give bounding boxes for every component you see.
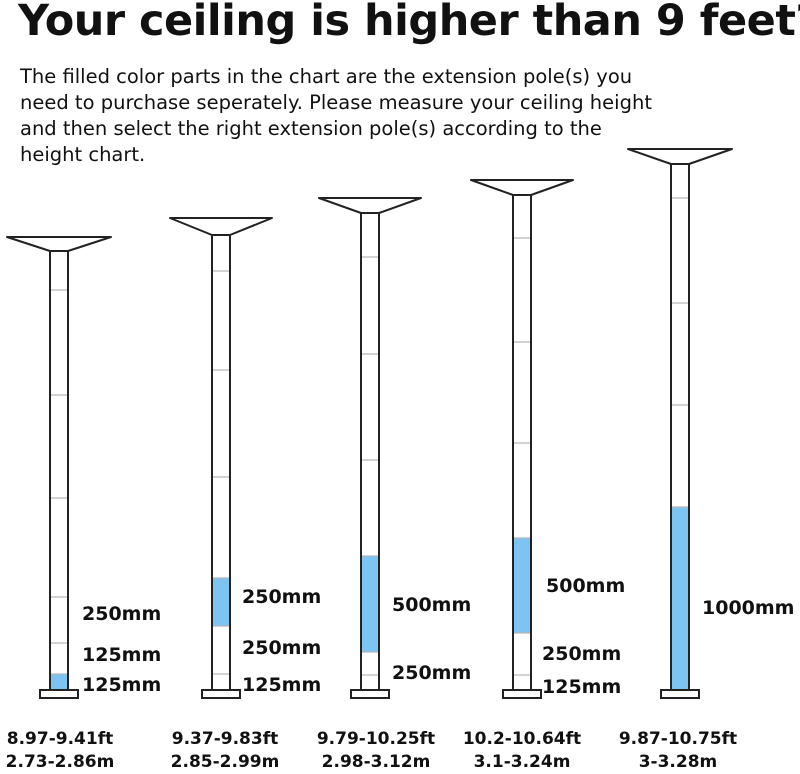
pole-1-ceiling-cap xyxy=(6,236,112,252)
pole-3-label-2: 250mm xyxy=(392,662,472,684)
pole-1-tube xyxy=(49,250,69,691)
pole-3-label-1: 500mm xyxy=(392,594,472,616)
pole-2-range-m: 2.85-2.99m xyxy=(170,752,280,772)
pole-4-range: 10.2-10.64ft 3.1-3.24m xyxy=(452,728,592,774)
pole-5-ceiling-cap xyxy=(627,148,733,165)
pole-5-extension-fill-1 xyxy=(672,507,688,694)
pole-3-ceiling-cap xyxy=(318,197,422,214)
pole-4-label-2: 250mm xyxy=(542,643,622,665)
pole-3-range-m: 2.98-3.12m xyxy=(321,752,431,772)
pole-2-ceiling-cap xyxy=(169,217,273,236)
pole-4-ceiling-cap xyxy=(470,179,574,196)
pole-2-extension-fill-1 xyxy=(213,578,229,626)
pole-4-label-1: 500mm xyxy=(546,575,626,597)
pole-5-range-ft: 9.87-10.75ft xyxy=(618,729,738,749)
pole-2-base xyxy=(201,689,241,699)
pole-1-label-3: 125mm xyxy=(82,674,162,696)
pole-3-base xyxy=(350,689,390,699)
pole-4-label-3: 125mm xyxy=(542,676,622,698)
pole-2-range: 9.37-9.83ft 2.85-2.99m xyxy=(160,728,290,774)
pole-1-label-2: 125mm xyxy=(82,644,162,666)
pole-4-extension-fill-1 xyxy=(514,538,530,633)
pole-1-range: 8.97-9.41ft 2.73-2.86m xyxy=(2,728,118,774)
description-text: The filled color parts in the chart are … xyxy=(20,65,652,166)
pole-3-range-ft: 9.79-10.25ft xyxy=(316,729,436,749)
pole-2-label-2: 250mm xyxy=(242,637,322,659)
pole-3-range: 9.79-10.25ft 2.98-3.12m xyxy=(306,728,446,774)
pole-2-range-ft: 9.37-9.83ft xyxy=(171,729,279,749)
pole-5-base xyxy=(660,689,700,699)
pole-4-base xyxy=(502,689,542,699)
pole-1-range-ft: 8.97-9.41ft xyxy=(6,729,114,749)
page-title: Your ceiling is higher than 9 feet? xyxy=(18,0,800,46)
pole-5-label-1: 1000mm xyxy=(702,597,795,619)
pole-5-range: 9.87-10.75ft 3-3.28m xyxy=(608,728,748,774)
pole-3-extension-fill-1 xyxy=(362,556,378,652)
pole-2-label-1: 250mm xyxy=(242,586,322,608)
pole-5-range-m: 3-3.28m xyxy=(638,752,718,772)
pole-2-label-3: 125mm xyxy=(242,674,322,696)
pole-1-label-1: 250mm xyxy=(82,603,162,625)
pole-1-base xyxy=(39,689,79,699)
pole-4-range-ft: 10.2-10.64ft xyxy=(462,729,582,749)
pole-1-range-m: 2.73-2.86m xyxy=(5,752,115,772)
pole-4-range-m: 3.1-3.24m xyxy=(473,752,571,772)
